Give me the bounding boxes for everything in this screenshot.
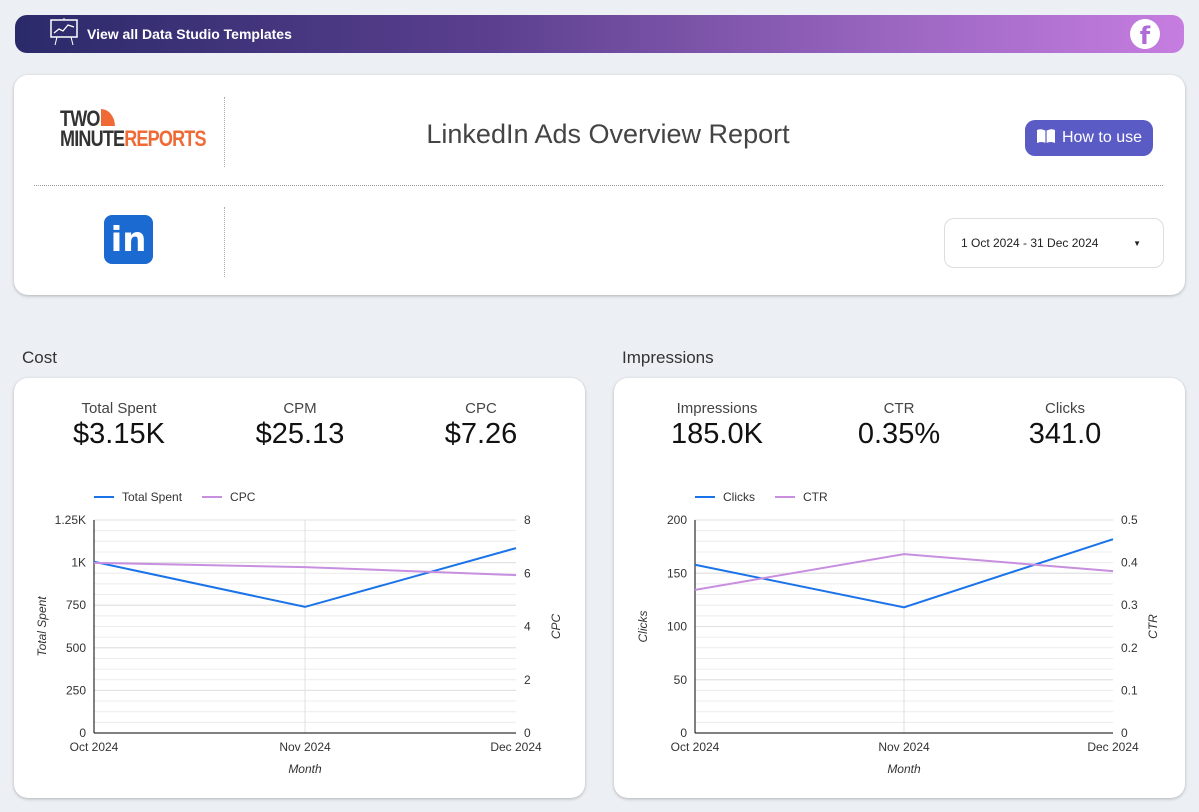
legend-label: Clicks [723,490,755,504]
x-axis-title: Month [288,762,322,776]
cost-chart: Total Spent CPC 0 250 500 750 1K 1.25K 0 2 4 6 8 Oct … [35,490,563,776]
y-tick-label: 250 [66,683,86,697]
chart-presentation-icon [49,17,79,51]
y-tick-label: 50 [674,673,688,687]
linkedin-icon: in [104,215,153,264]
y-tick-label: 200 [667,513,687,527]
banner-label: View all Data Studio Templates [87,26,292,42]
date-range-picker[interactable]: 1 Oct 2024 - 31 Dec 2024 ▼ [944,218,1164,268]
series-line-total-spent [93,547,517,608]
y2-tick-label: 8 [524,513,531,527]
y-tick-label: 100 [667,620,687,634]
y2-tick-label: 0 [1121,726,1128,740]
y-tick-label: 750 [66,598,86,612]
impressions-card: Impressions 185.0K CTR 0.35% Clicks 341.0 C… [614,378,1185,798]
y2-tick-label: 0.1 [1121,683,1138,697]
y2-tick-label: 0.2 [1121,641,1138,655]
x-tick-label: Dec 2024 [490,740,542,754]
y2-tick-label: 0 [524,726,531,740]
legend-label: CTR [803,490,828,504]
y2-axis-title: CTR [1146,614,1160,639]
y-tick-label: 500 [66,641,86,655]
y2-axis-title: CPC [549,614,563,640]
section-title-cost: Cost [22,348,57,367]
kpi-ctr: CTR 0.35% [857,400,941,450]
x-tick-label: Oct 2024 [671,740,720,754]
y2-tick-label: 0.3 [1121,598,1138,612]
caret-down-icon: ▼ [1133,238,1141,248]
y2-tick-label: 0.5 [1121,513,1138,527]
y-tick-label: 0 [680,726,687,740]
two-minute-reports-logo: TWO MINUTEREPORTS [60,106,207,151]
divider [224,207,225,277]
kpi-cpm: CPM $25.13 [255,400,345,450]
y2-tick-label: 0.4 [1121,556,1138,570]
book-icon [1036,128,1056,149]
templates-banner[interactable]: View all Data Studio Templates f [15,15,1184,53]
kpi-total-spent: Total Spent $3.15K [73,400,165,450]
y-tick-label: 1K [71,556,86,570]
x-tick-label: Nov 2024 [878,740,930,754]
y2-tick-label: 6 [524,566,531,580]
page-title: LinkedIn Ads Overview Report [426,119,790,149]
divider [34,185,1163,186]
y2-tick-label: 4 [524,620,531,634]
x-tick-label: Dec 2024 [1087,740,1139,754]
legend-label: CPC [230,490,256,504]
x-tick-label: Nov 2024 [279,740,331,754]
y-tick-label: 0 [79,726,86,740]
impressions-chart: Clicks CTR 0 50 100 150 200 0 0.1 0.2 0.3 0.4 0.5 Oct… [636,490,1160,776]
y2-tick-label: 2 [524,673,531,687]
legend-label: Total Spent [122,490,183,504]
y-axis-title: Clicks [636,611,650,643]
kpi-impressions: Impressions 185.0K [671,400,763,450]
report-header: TWO MINUTEREPORTS LinkedIn Ads Overview … [14,75,1185,295]
cost-card: Total Spent $3.15K CPM $25.13 CPC $7.26 Tot… [14,378,585,798]
kpi-cpc: CPC $7.26 [444,400,518,450]
series-line-cpc [93,561,517,577]
x-tick-label: Oct 2024 [70,740,119,754]
kpi-clicks: Clicks 341.0 [1028,400,1102,450]
y-tick-label: 1.25K [55,513,86,527]
y-axis-title: Total Spent [35,596,49,657]
how-to-use-button[interactable]: How to use [1025,120,1153,156]
series-line-ctr [694,553,1114,591]
divider [224,97,225,167]
facebook-icon[interactable]: f [1130,19,1160,50]
y-tick-label: 150 [667,566,687,580]
section-title-impressions: Impressions [622,348,714,367]
x-axis-title: Month [887,762,921,776]
